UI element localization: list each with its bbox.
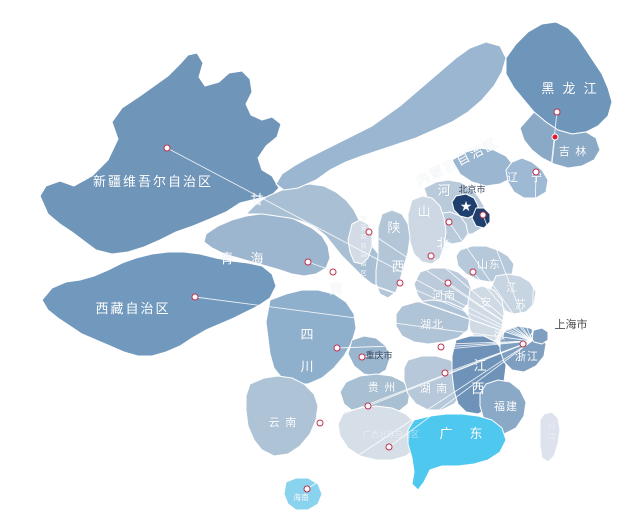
route-line-lhasa [194,296,533,342]
province-shape-sichuan[interactable] [265,289,357,385]
province-shape-guizhou[interactable] [339,373,411,417]
province-shape-hunan[interactable] [403,355,465,411]
province-shape-jilin[interactable] [519,111,601,169]
route-line-nanning [388,340,533,448]
province-shape-shanxi_jin[interactable] [407,195,447,265]
province-shape-neimenggu[interactable] [451,147,515,187]
province-shape-yunnan[interactable] [245,375,319,457]
route-line-urumqi [166,147,533,342]
route-line-xian [399,282,533,342]
province-shape-neimenggu[interactable] [275,41,507,191]
route-line-harbin [531,111,558,342]
route-line-kunming [319,340,533,424]
route-line-haikou [306,340,533,490]
route-line-shenyang [531,171,537,342]
route-line-lanzhou [332,271,533,342]
province-shape-shaanxi[interactable] [375,209,411,299]
province-shape-hubei[interactable] [395,299,471,345]
route-line-jinan [472,271,533,342]
province-shape-heilongjiang[interactable] [505,21,613,135]
route-line-taiyuan [430,255,533,342]
route-line-zhengzhou [447,282,533,342]
route-line-yinchuan [368,231,533,342]
route-line-group [166,111,558,490]
province-shape-xizang[interactable] [41,251,277,357]
route-line-chongqing-dot [361,340,533,358]
route-line-chengdu [336,340,533,349]
province-shape-liaoning[interactable] [505,157,549,199]
province-shape-xinjiang[interactable] [39,52,282,255]
province-shape-beijing[interactable] [451,193,479,219]
province-shape-guangdong[interactable] [407,413,507,491]
province-shape-hainan[interactable] [283,477,323,511]
route-line-tianjin [482,214,533,342]
province-shape-taiwan[interactable] [539,411,561,463]
route-line-shijiazhuang [448,221,533,342]
